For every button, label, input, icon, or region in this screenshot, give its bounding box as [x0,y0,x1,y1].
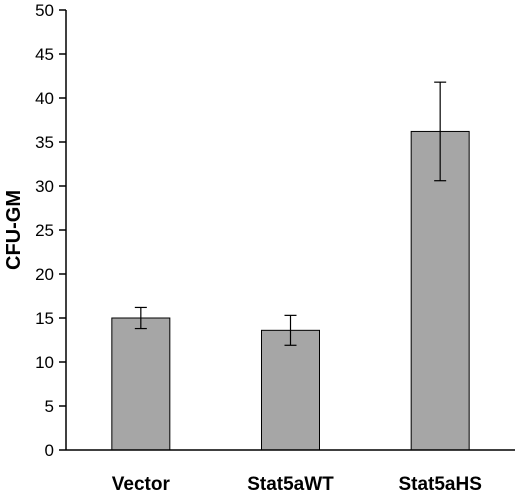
y-tick-label: 50 [35,1,54,20]
x-category-label: Vector [112,474,171,495]
y-tick-label: 35 [35,133,54,152]
error-bar [434,81,447,182]
y-tick-label: 25 [35,221,54,240]
y-tick-label: 30 [35,177,54,196]
bar-stat5awt [261,329,320,451]
y-tick-label: 0 [45,441,54,460]
y-tick-label: 45 [35,45,54,64]
error-bar [134,306,147,330]
y-tick-label: 20 [35,265,54,284]
y-axis-title: CFU-GM [3,190,25,270]
bar-vector [111,317,171,451]
error-bar [284,314,297,346]
y-tick-label: 10 [35,353,54,372]
y-tick-label: 5 [45,397,54,416]
y-tick-label: 40 [35,89,54,108]
y-tick-label: 15 [35,309,54,328]
x-category-label: Stat5aWT [247,474,334,495]
bar-stat5ahs [410,130,470,451]
x-category-label: Stat5aHS [398,474,481,495]
